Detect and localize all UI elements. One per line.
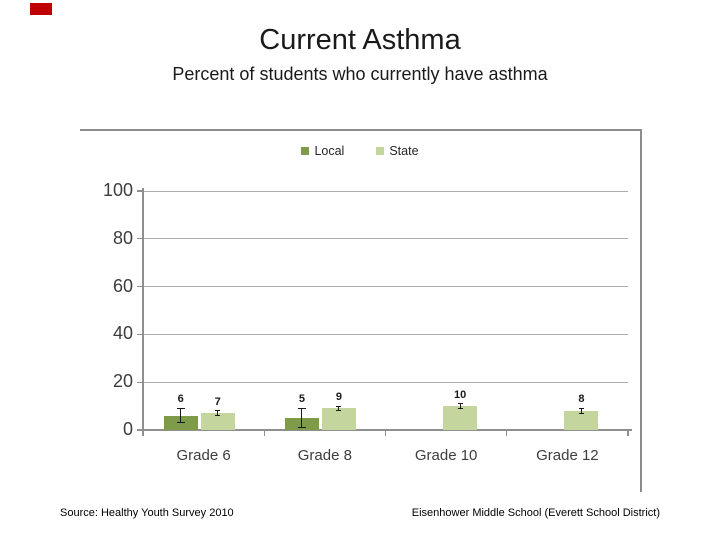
error-bar-line xyxy=(459,403,461,409)
gridline xyxy=(143,381,628,383)
y-axis-tick-label: 80 xyxy=(112,227,133,248)
bar-state-grade-10 xyxy=(443,406,478,430)
corner-accent-rectangle xyxy=(30,3,52,15)
bar-state-grade-12 xyxy=(564,410,599,430)
gridline xyxy=(143,286,628,288)
bar-value-label: 5 xyxy=(298,393,305,406)
y-axis-tick-label: 60 xyxy=(112,275,133,296)
error-bar-cap xyxy=(336,405,342,407)
bar-value-label: 7 xyxy=(214,395,221,408)
error-bar-line xyxy=(301,408,303,428)
slide-subtitle: Percent of students who currently have a… xyxy=(172,64,548,84)
legend-label-state: State xyxy=(389,144,419,158)
error-bar-cap xyxy=(297,427,306,429)
error-bar-cap xyxy=(336,410,342,412)
chart-plot-area: 0 20 40 60 80 100 Grade 6 6 7 Grade 8 5 9 Grade 10 10… xyxy=(80,131,640,492)
error-bar-cap xyxy=(578,412,584,414)
x-axis-tick xyxy=(384,431,387,436)
x-axis-tick xyxy=(506,431,508,436)
x-axis-tick xyxy=(263,431,265,436)
x-axis-line xyxy=(137,429,632,432)
legend-swatch-state xyxy=(376,147,385,155)
error-bar-line xyxy=(580,408,582,414)
error-bar-cap xyxy=(457,407,463,410)
error-bar-cap xyxy=(297,407,306,410)
bar-state-grade-8 xyxy=(321,408,356,430)
error-bar-cap xyxy=(176,407,185,410)
slide-title: Current Asthma xyxy=(259,24,461,56)
bar-value-label: 10 xyxy=(454,388,467,401)
y-axis-tick-label: 100 xyxy=(102,180,133,200)
footer-school: Eisenhower Middle School (Everett School… xyxy=(411,507,660,519)
error-bar-cap xyxy=(457,403,463,405)
y-axis-tick-label: 40 xyxy=(112,323,133,344)
error-bar-cap xyxy=(215,415,221,417)
legend-item-state: State xyxy=(376,144,419,158)
error-bar-line xyxy=(180,408,182,423)
bar-value-label: 9 xyxy=(335,391,342,404)
x-category-label: Grade 10 xyxy=(414,447,478,464)
bar-state-grade-6 xyxy=(200,413,235,430)
chart-legend: Local State xyxy=(80,144,640,158)
bar-value-label: 6 xyxy=(177,393,184,406)
legend-swatch-local xyxy=(301,147,310,155)
gridline xyxy=(143,333,628,335)
error-bar-line xyxy=(338,406,340,411)
legend-label-local: Local xyxy=(314,144,345,158)
gridline xyxy=(143,190,628,192)
error-bar-cap xyxy=(176,422,185,424)
error-bar-line xyxy=(217,410,219,416)
y-axis-tick-label: 20 xyxy=(112,371,133,392)
legend-item-local: Local xyxy=(301,144,344,158)
y-axis-tick xyxy=(137,238,143,240)
bar-value-label: 8 xyxy=(578,393,585,406)
footer-source: Source: Healthy Youth Survey 2010 xyxy=(60,507,234,519)
y-axis-tick xyxy=(137,286,143,288)
error-bar-cap xyxy=(578,407,584,410)
y-axis-tick-label: 0 xyxy=(122,419,133,439)
error-bar-cap xyxy=(215,410,221,412)
x-axis-tick xyxy=(627,431,629,436)
x-category-label: Grade 6 xyxy=(176,447,231,464)
x-axis-tick xyxy=(142,431,144,436)
y-axis-tick xyxy=(137,333,143,335)
y-axis-tick xyxy=(137,381,143,383)
chart-frame: Local State 0 20 40 60 80 100 Grade 6 6 7 Grade 8 5… xyxy=(80,129,642,492)
x-category-label: Grade 12 xyxy=(536,447,599,464)
y-axis-tick xyxy=(137,190,143,192)
x-category-label: Grade 8 xyxy=(297,447,352,464)
y-axis-line xyxy=(142,188,144,435)
gridline xyxy=(143,238,628,240)
